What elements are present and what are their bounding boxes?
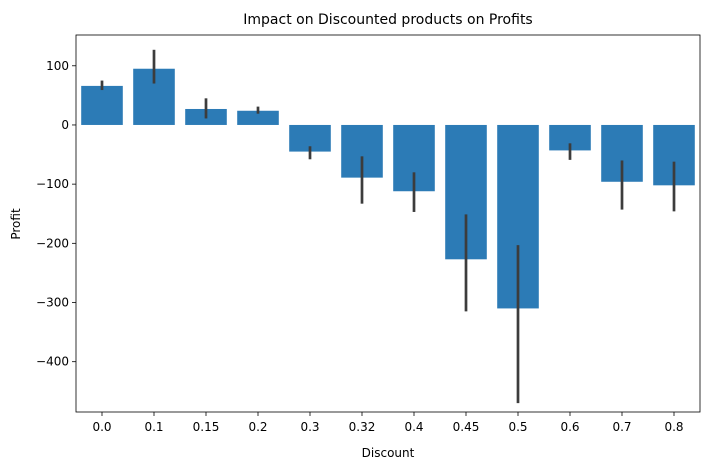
- x-tick-label-0.32: 0.32: [349, 420, 376, 434]
- x-tick-label-0.5: 0.5: [508, 420, 527, 434]
- x-tick-label-0.6: 0.6: [560, 420, 579, 434]
- x-axis: 0.0 0.1 0.15 0.2 0.3 0.32 0.4 0.45 0.5 0.6 0.7 0.8: [92, 412, 684, 434]
- bars-group: [81, 68, 695, 309]
- x-axis-label: Discount: [362, 446, 415, 460]
- y-tick-label-100: 100: [46, 59, 69, 73]
- chart-title: Impact on Discounted products on Profits: [243, 12, 532, 28]
- y-axis: 100 0 −100 −200 −300 −400: [36, 59, 76, 369]
- plot-frame: [75, 34, 701, 413]
- x-tick-label-0.15: 0.15: [193, 420, 220, 434]
- x-tick-label-0.7: 0.7: [612, 420, 631, 434]
- y-tick-label--300: −300: [36, 296, 69, 310]
- y-tick-label-0: 0: [61, 118, 69, 132]
- y-tick-label--200: −200: [36, 236, 69, 250]
- y-tick-label--400: −400: [36, 355, 69, 369]
- x-tick-label-0.8: 0.8: [664, 420, 683, 434]
- bar-0.2: [237, 110, 279, 125]
- x-tick-label-0.2: 0.2: [248, 420, 267, 434]
- errorbars-group: [100, 49, 676, 404]
- x-tick-label-0.4: 0.4: [404, 420, 423, 434]
- x-tick-label-0.0: 0.0: [92, 420, 111, 434]
- y-axis-label: Profit: [9, 208, 23, 240]
- x-tick-label-0.3: 0.3: [300, 420, 319, 434]
- x-tick-label-0.1: 0.1: [144, 420, 163, 434]
- y-tick-label--100: −100: [36, 177, 69, 191]
- x-tick-label-0.45: 0.45: [453, 420, 480, 434]
- bar-0.0: [81, 85, 123, 125]
